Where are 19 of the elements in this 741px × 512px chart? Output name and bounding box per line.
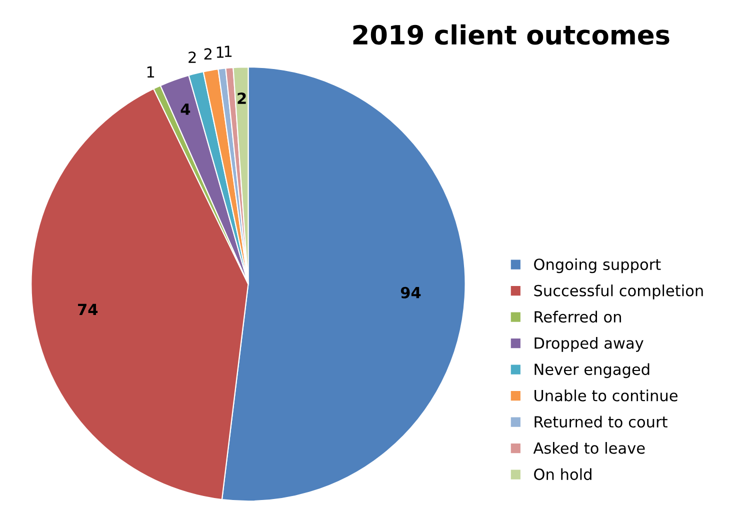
data-label: 2: [238, 92, 246, 104]
legend-label: Never engaged: [534, 363, 650, 378]
legend-label: On hold: [534, 468, 592, 480]
data-label: 1: [216, 46, 224, 58]
data-label: 4: [180, 104, 190, 115]
legend-label: Asked to leave: [533, 442, 645, 454]
data-label: 1: [224, 46, 232, 57]
data-label: 94: [400, 286, 421, 298]
legend-label: Ongoing support: [534, 258, 661, 274]
legend-label: Referred on: [534, 310, 621, 323]
data-label: 74: [78, 304, 98, 316]
legend-label: Unable to continue: [534, 390, 678, 402]
legend-label: Returned to court: [534, 416, 668, 428]
chart-title: 2019 client outcomes: [353, 24, 670, 45]
data-label: 1: [147, 66, 154, 78]
legend-label: Successful completion: [534, 284, 703, 300]
legend-label: Dropped away: [534, 337, 644, 352]
data-label: 2: [204, 48, 212, 60]
data-label: 2: [188, 52, 196, 63]
